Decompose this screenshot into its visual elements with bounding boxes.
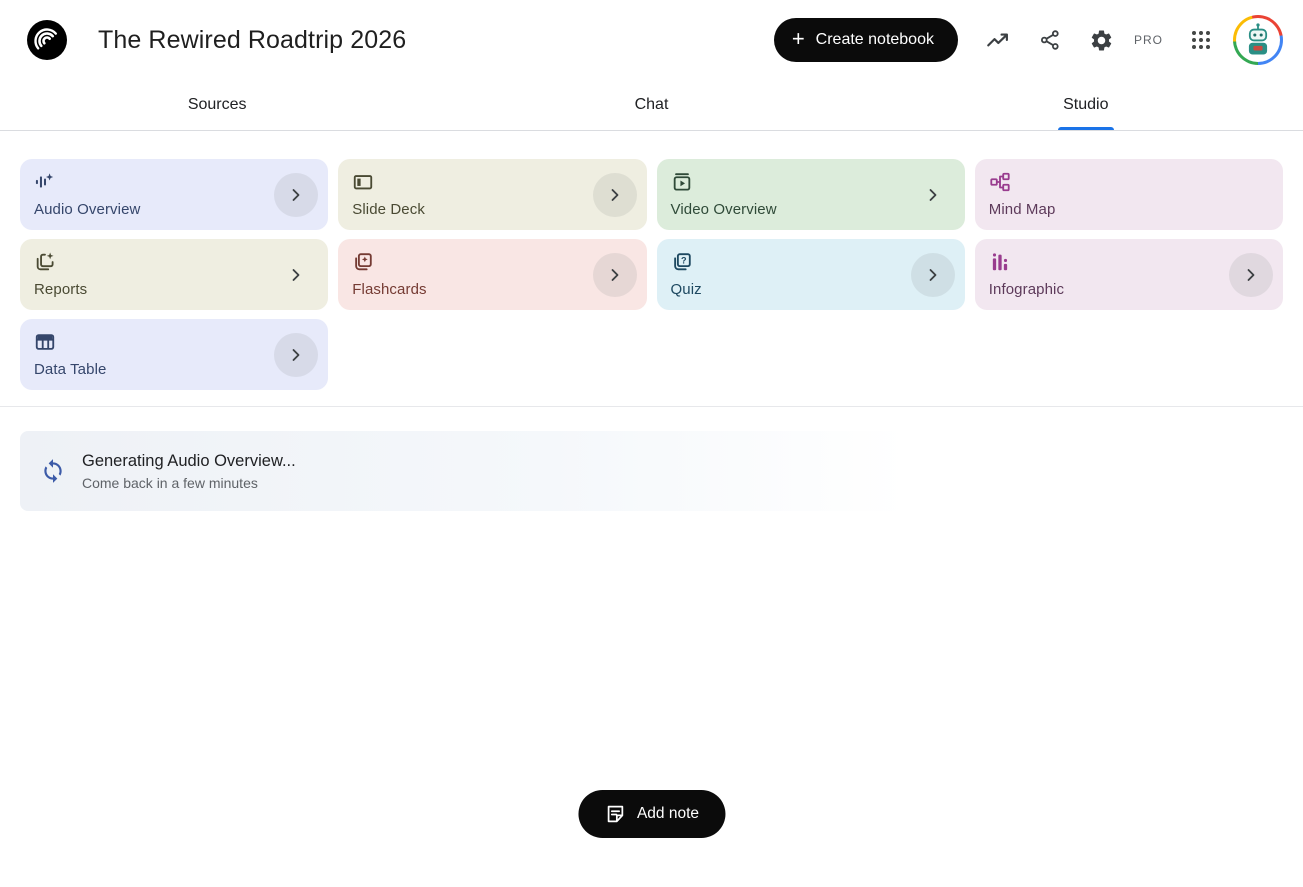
node-graph-icon — [990, 172, 1010, 192]
card-reports[interactable]: Reports — [20, 239, 329, 310]
bar-chart-icon — [992, 253, 1007, 271]
header-icons: PRO — [968, 15, 1283, 65]
create-notebook-label: Create notebook — [815, 31, 934, 48]
slide-frame-icon — [354, 175, 373, 190]
avatar[interactable] — [1233, 15, 1283, 65]
card-audio-overview[interactable]: Audio Overview — [20, 159, 329, 230]
create-notebook-button[interactable]: + Create notebook — [773, 18, 958, 62]
notebooklm-logo[interactable] — [27, 20, 67, 60]
card-label: Mind Map — [988, 201, 1056, 218]
card-quiz[interactable]: ? Quiz — [656, 239, 965, 310]
studio-panel: Audio Overview Slide Deck — [0, 131, 1303, 511]
card-mind-map[interactable]: Mind Map — [974, 159, 1283, 230]
card-label: Slide Deck — [352, 201, 425, 218]
tab-studio[interactable]: Studio — [869, 80, 1303, 130]
tab-sources-label: Sources — [187, 96, 247, 113]
card-infographic[interactable]: Infographic — [974, 239, 1283, 310]
note-stack-sparkle-icon — [36, 252, 54, 271]
card-label: Data Table — [34, 361, 107, 378]
status-title: Generating Audio Overview... — [82, 451, 296, 470]
panel-tabs: Sources Chat Studio — [0, 80, 1303, 131]
chevron-right-icon[interactable] — [592, 172, 637, 217]
trending-up-icon[interactable] — [976, 18, 1020, 62]
generating-status-card: Generating Audio Overview... Come back i… — [20, 431, 985, 511]
card-label: Reports — [34, 281, 88, 298]
sync-icon — [44, 459, 62, 483]
status-text: Generating Audio Overview... Come back i… — [82, 452, 296, 491]
card-question-icon: ? — [673, 253, 691, 271]
card-slide-deck[interactable]: Slide Deck — [338, 159, 647, 230]
card-flashcards[interactable]: Flashcards — [338, 239, 647, 310]
settings-gear-icon[interactable] — [1080, 18, 1124, 62]
plus-icon: + — [791, 26, 805, 51]
card-label: Audio Overview — [34, 201, 141, 218]
chevron-right-icon[interactable] — [274, 172, 319, 217]
pro-badge: PRO — [1133, 33, 1163, 47]
svg-text:?: ? — [681, 255, 687, 265]
notebook-title[interactable]: The Rewired Roadtrip 2026 — [98, 25, 407, 54]
card-data-table[interactable]: Data Table — [20, 319, 329, 390]
chevron-right-icon[interactable] — [910, 252, 955, 297]
tab-chat-label: Chat — [634, 96, 669, 113]
chevron-right-icon[interactable] — [274, 253, 318, 297]
card-label: Infographic — [988, 281, 1065, 298]
logo-arcs-icon — [34, 28, 58, 50]
card-label: Video Overview — [670, 201, 777, 218]
share-icon[interactable] — [1028, 18, 1072, 62]
add-note-button[interactable]: Add note — [577, 790, 726, 838]
tab-sources[interactable]: Sources — [0, 80, 434, 130]
tab-studio-label: Studio — [1063, 96, 1109, 113]
status-subtitle: Come back in a few minutes — [82, 474, 258, 491]
card-label: Quiz — [670, 281, 702, 298]
table-grid-icon — [35, 334, 55, 350]
robot-avatar-image — [1236, 18, 1280, 62]
tab-chat[interactable]: Chat — [434, 80, 868, 130]
apps-grid-icon[interactable] — [1179, 18, 1223, 62]
chevron-right-icon[interactable] — [1229, 252, 1273, 297]
note-icon — [607, 805, 623, 823]
active-tab-underline — [1057, 127, 1114, 130]
audio-waveform-sparkle-icon — [35, 173, 54, 188]
chevron-right-icon[interactable] — [592, 252, 637, 297]
studio-card-grid: Audio Overview Slide Deck — [20, 159, 1283, 390]
chevron-right-icon[interactable] — [274, 332, 319, 377]
card-star-icon — [355, 253, 372, 271]
chevron-right-icon[interactable] — [911, 173, 955, 217]
header: The Rewired Roadtrip 2026 + Create noteb… — [0, 0, 1303, 80]
card-label: Flashcards — [352, 281, 427, 298]
video-play-icon — [673, 173, 690, 191]
section-divider — [0, 406, 1303, 407]
card-video-overview[interactable]: Video Overview — [656, 159, 965, 230]
add-note-label: Add note — [636, 805, 700, 822]
